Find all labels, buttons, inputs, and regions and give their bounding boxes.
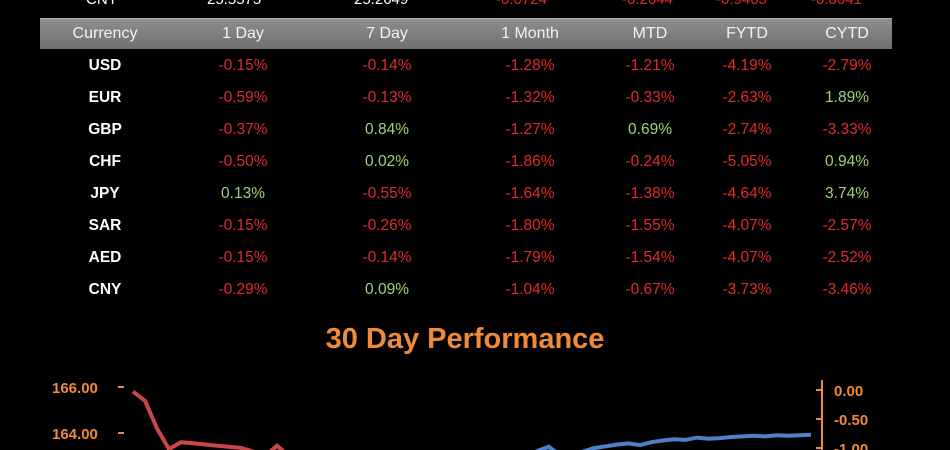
table-header: Currency 1 Day 7 Day 1 Month MTD FYTD CY…: [40, 18, 892, 49]
value-7-day: 0.09%: [365, 281, 409, 298]
table-row: CHF -0.50% 0.02% -1.86% -0.24% -5.05% 0.…: [0, 146, 950, 178]
right-axis: 0.00 -0.50 -1.00: [816, 380, 868, 450]
value-1-month: -1.32%: [505, 89, 555, 106]
header-7-day: 7 Day: [366, 25, 408, 42]
value-1-month: -1.04%: [505, 281, 555, 298]
value-cytd: -2.52%: [822, 249, 872, 266]
value-7-day: -0.55%: [362, 185, 412, 202]
value-1-month: -1.28%: [505, 57, 555, 74]
value-cytd: 1.89%: [825, 89, 869, 106]
top-row-value-4: -0.2644: [622, 0, 673, 9]
left-axis-label: 166.00: [52, 380, 98, 397]
header-mtd: MTD: [632, 25, 668, 42]
value-mtd: -1.55%: [625, 217, 675, 234]
left-axis-label: 164.00: [52, 426, 98, 443]
currency-code: AED: [88, 249, 122, 266]
currency-code: CNY: [88, 281, 122, 298]
value-fytd: -3.73%: [722, 281, 772, 298]
value-fytd: -4.19%: [722, 57, 772, 74]
value-mtd: -0.67%: [625, 281, 675, 298]
value-1-month: -1.64%: [505, 185, 555, 202]
value-1-day: -0.15%: [218, 57, 268, 74]
value-fytd: -4.07%: [722, 217, 772, 234]
right-axis-label: -0.50: [834, 412, 868, 429]
currency-code: EUR: [88, 89, 122, 106]
right-axis-label: -1.00: [834, 441, 868, 450]
series-line-right: [535, 432, 812, 450]
table-row: GBP -0.37% 0.84% -1.27% 0.69% -2.74% -3.…: [0, 114, 950, 146]
header-1-day: 1 Day: [222, 25, 264, 42]
value-7-day: -0.26%: [362, 217, 412, 234]
header-fytd: FYTD: [726, 25, 768, 42]
table-row: AED -0.15% -0.14% -1.79% -1.54% -4.07% -…: [0, 242, 950, 274]
value-1-month: -1.27%: [505, 121, 555, 138]
header-1-month: 1 Month: [501, 25, 559, 42]
value-1-day: -0.50%: [218, 153, 268, 170]
top-row-value-2: 25.2649: [354, 0, 408, 9]
value-fytd: -4.07%: [722, 249, 772, 266]
value-1-day: 0.13%: [221, 185, 265, 202]
value-cytd: -2.57%: [822, 217, 872, 234]
header-cytd: CYTD: [825, 25, 869, 42]
value-fytd: -2.74%: [722, 121, 772, 138]
value-7-day: 0.02%: [365, 153, 409, 170]
table-row: USD -0.15% -0.14% -1.28% -1.21% -4.19% -…: [0, 50, 950, 82]
value-7-day: -0.14%: [362, 57, 412, 74]
top-row-value-1: 25.5575: [207, 0, 261, 9]
value-mtd: -0.33%: [625, 89, 675, 106]
value-cytd: 3.74%: [825, 185, 869, 202]
currency-code: GBP: [88, 121, 122, 138]
value-mtd: -1.38%: [625, 185, 675, 202]
value-1-day: -0.15%: [218, 217, 268, 234]
table-row: CNY -0.29% 0.09% -1.04% -0.67% -3.73% -3…: [0, 274, 950, 306]
value-1-month: -1.80%: [505, 217, 555, 234]
value-7-day: 0.84%: [365, 121, 409, 138]
table-row: JPY 0.13% -0.55% -1.64% -1.38% -4.64% 3.…: [0, 178, 950, 210]
value-1-month: -1.86%: [505, 153, 555, 170]
value-1-month: -1.79%: [505, 249, 555, 266]
top-row-value-3: -0.0724: [496, 0, 547, 9]
top-row-value-6: -0.8041: [811, 0, 862, 9]
currency-code: CHF: [89, 153, 121, 170]
currency-code: JPY: [90, 185, 120, 202]
currency-code: SAR: [88, 217, 122, 234]
series-line-left: [131, 390, 286, 450]
value-cytd: 0.94%: [825, 153, 869, 170]
value-fytd: -4.64%: [722, 185, 772, 202]
top-row-currency: CNY: [86, 0, 118, 9]
left-axis: 166.00 164.00: [52, 380, 124, 443]
value-cytd: -3.33%: [822, 121, 872, 138]
value-1-day: -0.15%: [218, 249, 268, 266]
value-mtd: -1.21%: [625, 57, 675, 74]
value-cytd: -3.46%: [822, 281, 872, 298]
value-mtd: 0.69%: [628, 121, 672, 138]
currency-code: USD: [88, 57, 122, 74]
30-day-performance-chart: 166.00 164.00 0.00 -0.50 -1.00: [52, 380, 868, 450]
performance-title: 30 Day Performance: [325, 323, 605, 355]
value-7-day: -0.13%: [362, 89, 412, 106]
table-row: SAR -0.15% -0.26% -1.80% -1.55% -4.07% -…: [0, 210, 950, 242]
value-cytd: -2.79%: [822, 57, 872, 74]
value-fytd: -5.05%: [722, 153, 772, 170]
value-mtd: -1.54%: [625, 249, 675, 266]
value-fytd: -2.63%: [722, 89, 772, 106]
value-mtd: -0.24%: [625, 153, 675, 170]
value-1-day: -0.37%: [218, 121, 268, 138]
value-1-day: -0.59%: [218, 89, 268, 106]
right-axis-label: 0.00: [834, 383, 863, 400]
value-1-day: -0.29%: [218, 281, 268, 298]
cut-off-top-row: CNY 25.5575 25.2649 -0.0724 -0.2644 -0.9…: [0, 0, 950, 9]
value-7-day: -0.14%: [362, 249, 412, 266]
top-row-value-5: -0.9465: [716, 0, 767, 9]
header-currency: Currency: [72, 25, 138, 42]
table-row: EUR -0.59% -0.13% -1.32% -0.33% -2.63% 1…: [0, 82, 950, 114]
